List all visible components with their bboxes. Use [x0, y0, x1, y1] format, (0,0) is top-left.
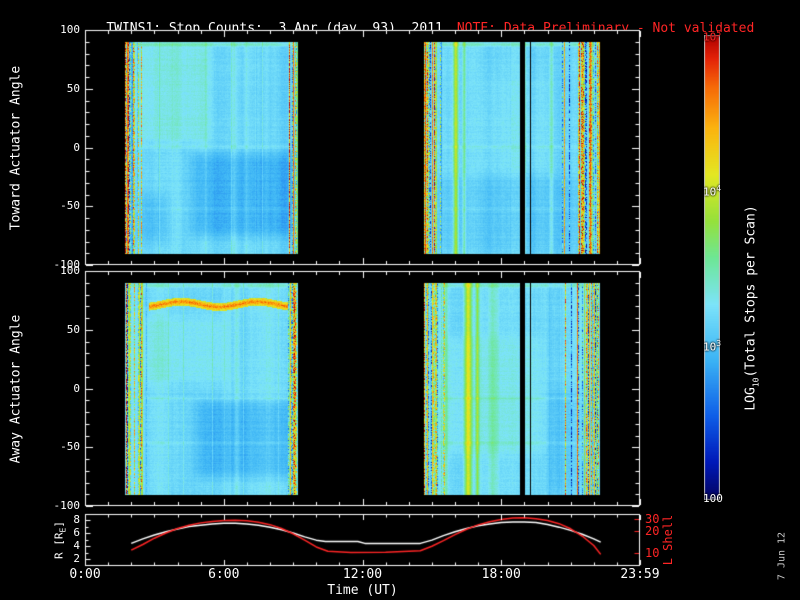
x-tick-18:00: 18:00	[481, 567, 521, 582]
plot-timestamp: 7 Jun 12	[776, 531, 788, 581]
x-tick-12:00: 12:00	[342, 567, 383, 582]
cbar-label-text: LOG	[743, 387, 759, 411]
y-tick-away-100: 100	[60, 264, 80, 277]
r-tick-2: 2	[73, 552, 80, 565]
r-tick-6: 6	[73, 526, 80, 539]
x-tick-23:59: 23:59	[620, 567, 660, 582]
r-tick-4: 4	[73, 539, 80, 552]
cbar-tick-1e2: 100	[703, 492, 723, 505]
y-tick-toward-0: 0	[73, 140, 80, 154]
cbar-label-sub: 10	[751, 377, 761, 388]
y-tick-away--100: -100	[53, 499, 81, 512]
x-tick-6:00: 6:00	[208, 567, 240, 582]
y-tick-away-0: 0	[73, 381, 80, 395]
lshell-tick-30: 30	[645, 512, 660, 527]
cbar-tick-1e5: 105	[703, 29, 722, 44]
x-tick-0:00: 0:00	[69, 567, 101, 582]
y-tick-away-50: 50	[66, 322, 80, 336]
y-tick-toward--50: -50	[60, 199, 80, 213]
lshell-tick-10: 10	[645, 545, 660, 560]
y-tick-toward--100: -100	[53, 258, 81, 271]
cbar-label-rest: (Total Stops per Scan)	[743, 205, 759, 378]
y-label-toward: Toward Actuator Angle	[8, 65, 24, 231]
y-tick-toward-100: 100	[60, 23, 80, 36]
y-label-away: Away Actuator Angle	[8, 314, 24, 464]
lshell-tick-20: 20	[645, 524, 660, 539]
colorbar-label: LOG10(Total Stops per Scan)	[744, 205, 761, 410]
y-tick-away--50: -50	[60, 440, 80, 454]
cbar-tick-1e3: 103	[703, 339, 722, 354]
y-tick-toward-50: 50	[66, 81, 80, 95]
r-tick-8: 8	[73, 513, 80, 526]
x-axis-label: Time (UT)	[327, 583, 398, 598]
cbar-tick-1e4: 104	[703, 184, 722, 199]
